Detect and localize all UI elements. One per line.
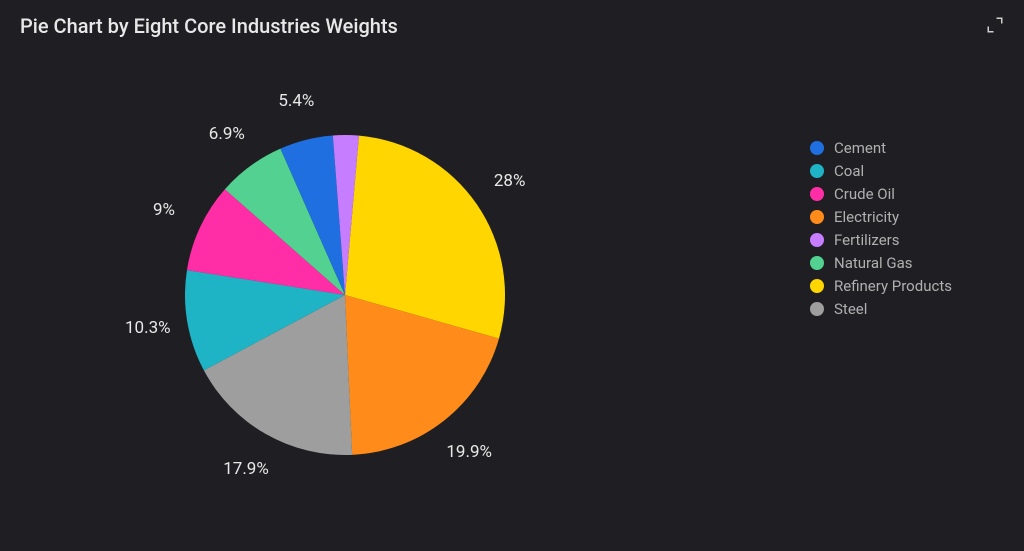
chart-title: Pie Chart by Eight Core Industries Weigh… [20,14,1004,38]
legend-swatch [810,302,824,316]
chart-panel: Pie Chart by Eight Core Industries Weigh… [0,0,1024,551]
legend-label: Coal [834,161,864,181]
legend-swatch [810,279,824,293]
legend-item[interactable]: Coal [810,161,952,181]
legend-item[interactable]: Natural Gas [810,253,952,273]
legend-swatch [810,187,824,201]
chart-area: 28%19.9%17.9%10.3%9%6.9%5.4% CementCoalC… [0,50,1024,550]
pie-slice-label: 17.9% [223,459,269,479]
legend: Cement Coal Crude Oil Electricity Fertilizer… [810,138,952,322]
legend-label: Electricity [834,207,899,227]
pie-slice-label: 9% [153,200,175,220]
legend-label: Crude Oil [834,184,895,204]
legend-swatch [810,256,824,270]
pie-svg [185,135,505,455]
legend-item[interactable]: Cement [810,138,952,158]
legend-item[interactable]: Refinery Products [810,276,952,296]
expand-icon[interactable] [986,16,1004,34]
pie-slice-label: 5.4% [278,91,314,111]
legend-label: Refinery Products [834,276,952,296]
legend-item[interactable]: Crude Oil [810,184,952,204]
legend-item[interactable]: Electricity [810,207,952,227]
legend-item[interactable]: Steel [810,299,952,319]
pie-chart [185,135,505,455]
legend-label: Cement [834,138,886,158]
legend-label: Steel [834,299,867,319]
legend-label: Natural Gas [834,253,912,273]
legend-item[interactable]: Fertilizers [810,230,952,250]
legend-label: Fertilizers [834,230,900,250]
legend-swatch [810,233,824,247]
legend-swatch [810,141,824,155]
legend-swatch [810,164,824,178]
legend-swatch [810,210,824,224]
pie-slice-label: 10.3% [125,318,171,338]
